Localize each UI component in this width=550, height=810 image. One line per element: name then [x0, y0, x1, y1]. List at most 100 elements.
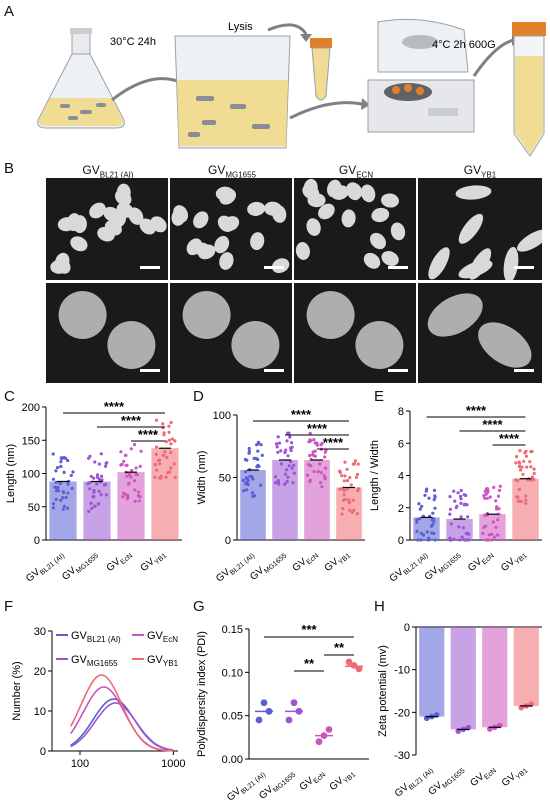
- data-point: [356, 462, 360, 466]
- data-point: [119, 450, 123, 454]
- data-point: [351, 498, 355, 502]
- data-point: [290, 445, 294, 449]
- gas-vesicle: [428, 247, 450, 280]
- centrifuge-icon: [367, 18, 475, 133]
- y-tick-label: 2: [398, 503, 404, 515]
- y-tick-label: 8: [398, 406, 404, 418]
- data-point: [132, 479, 137, 483]
- bar: [304, 460, 330, 540]
- data-point: [95, 475, 99, 479]
- data-point: [485, 496, 489, 500]
- data-point: [284, 448, 288, 452]
- data-point: [285, 479, 289, 483]
- data-point: [432, 498, 436, 502]
- data-point: [462, 503, 466, 507]
- tem-image-bl21-high: [46, 283, 168, 383]
- data-point: [290, 441, 294, 445]
- gas-vesicle: [326, 179, 342, 198]
- data-point: [51, 506, 56, 510]
- data-point: [520, 465, 524, 469]
- data-point: [518, 449, 522, 453]
- data-point: [319, 481, 323, 485]
- data-point: [341, 507, 345, 511]
- data-point: [167, 424, 171, 428]
- data-point: [253, 494, 257, 498]
- data-point: [483, 513, 487, 517]
- data-point: [318, 462, 322, 466]
- data-point: [449, 522, 453, 526]
- scale-bar: [388, 369, 408, 372]
- data-point: [93, 504, 97, 508]
- data-point: [256, 457, 260, 462]
- gas-vesicle: [341, 209, 356, 228]
- data-point: [529, 450, 533, 454]
- data-point: [51, 477, 56, 481]
- gas-vesicle: [171, 208, 186, 226]
- gas-vesicle: [295, 242, 310, 260]
- data-point: [155, 468, 159, 472]
- data-point: [466, 515, 470, 519]
- y-axis-label: Polydispersity index (PDI): [196, 631, 208, 757]
- data-point: [104, 493, 109, 497]
- data-point: [61, 496, 65, 500]
- data-point: [496, 518, 500, 522]
- gas-vesicle: [186, 238, 203, 256]
- gas-vesicle: [193, 211, 209, 229]
- gas-vesicle: [478, 322, 532, 368]
- sig-label: ****: [499, 431, 520, 446]
- data-point: [169, 442, 173, 446]
- data-point: [355, 472, 360, 476]
- x-tick-label: GVEcN: [468, 763, 498, 791]
- data-point: [529, 465, 533, 469]
- data-point: [523, 451, 527, 455]
- gas-vesicle: [381, 251, 399, 266]
- data-point: [105, 461, 109, 465]
- data-point: [483, 489, 487, 493]
- data-point: [54, 469, 58, 473]
- tem-image-ecn-low: [294, 178, 416, 280]
- sig-label: ****: [138, 427, 159, 442]
- x-tick-label: GVYB1: [328, 767, 358, 795]
- data-point: [496, 494, 501, 498]
- data-point: [517, 460, 521, 464]
- data-point: [54, 480, 58, 484]
- col-label-bl21: GVBL21 (AI): [82, 163, 134, 180]
- gas-vesicle: [271, 258, 290, 274]
- data-point: [497, 488, 502, 492]
- x-tick-label: GVMG1655: [426, 763, 466, 800]
- data-point: [283, 450, 287, 455]
- sig-label: ****: [307, 421, 328, 436]
- data-point: [518, 468, 523, 472]
- legend-label: GVEcN: [147, 630, 178, 644]
- beaker-icon: [174, 35, 291, 149]
- data-point: [255, 716, 263, 724]
- step1-label: 30°C 24h: [110, 36, 156, 48]
- sig-label: **: [334, 640, 345, 655]
- data-point: [257, 464, 261, 469]
- gas-vesicle: [346, 182, 362, 201]
- data-point: [92, 476, 96, 480]
- data-point: [170, 437, 175, 441]
- arrow-3: [289, 101, 363, 120]
- data-point: [51, 502, 56, 506]
- panel-label-f: F: [4, 598, 14, 615]
- data-point: [492, 485, 496, 489]
- data-point: [495, 505, 499, 509]
- data-point: [284, 472, 288, 476]
- data-point: [245, 481, 249, 485]
- data-point: [341, 498, 346, 502]
- data-point: [516, 479, 520, 483]
- data-point: [497, 512, 501, 516]
- data-point: [139, 449, 143, 453]
- data-point: [89, 474, 93, 478]
- data-point: [99, 493, 103, 497]
- data-point: [488, 495, 492, 499]
- data-point: [59, 460, 63, 464]
- data-point: [120, 462, 124, 466]
- data-point: [133, 499, 137, 503]
- data-point: [466, 532, 470, 536]
- tem-image-yb1-high: [418, 283, 542, 383]
- data-point: [319, 471, 323, 475]
- gas-vesicle: [427, 293, 483, 337]
- panel-label-h: H: [374, 598, 385, 615]
